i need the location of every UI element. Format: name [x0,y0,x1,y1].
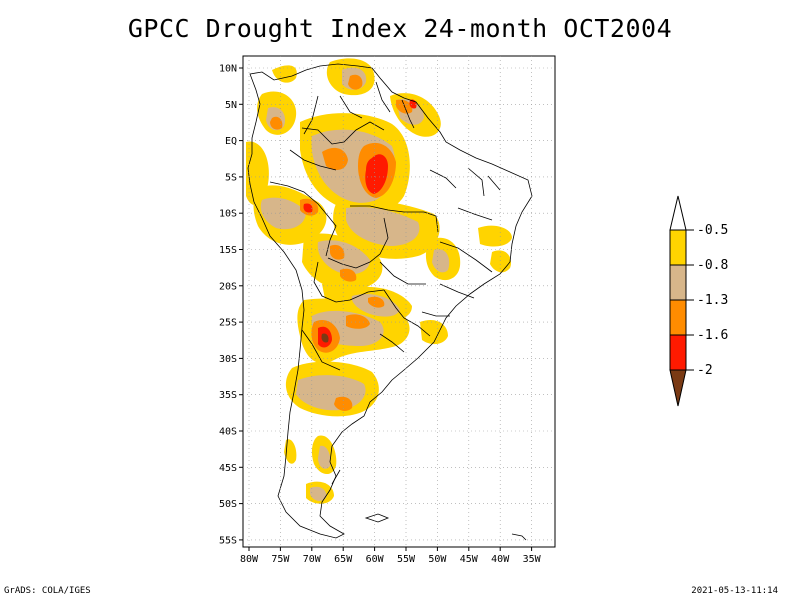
lon-label: 75W [271,554,290,565]
lon-label: 35W [523,554,542,565]
lon-label: 55W [397,554,416,565]
lat-label: 20S [219,281,237,292]
lat-label: 25S [219,318,237,329]
lat-label: 35S [219,390,237,401]
chart-title: GPCC Drought Index 24-month OCT2004 [127,14,673,43]
lon-label: 40W [491,554,510,565]
lat-label: 5S [225,172,237,183]
drought-exceptional-patches [321,333,329,343]
latitude-axis: 10N 5N EQ 5S 10S 15S 20S 25S 30S 35S 40S 45S 50S 55S [219,64,243,546]
colorbar-label-5: -2 [697,363,713,378]
colorbar-segment-mild [669,229,687,266]
map-content [246,58,533,541]
lat-label: 40S [219,427,237,438]
country-borders [247,63,533,541]
lat-label: 10S [219,209,237,220]
colorbar-top-triangle [669,195,687,231]
colorbar-segment-extreme [669,334,687,371]
colorbar-segment-moderate [669,264,687,301]
longitude-axis: 80W 75W 70W 65W 60W 55W 50W 45W 40W 35W [240,547,542,565]
colorbar-label-1: -0.5 [697,223,728,238]
colorbar-bottom-triangle [669,369,687,407]
footer-credit: GrADS: COLA/IGES [4,586,91,596]
colorbar-label-2: -0.8 [697,258,728,273]
lon-label: 50W [428,554,447,565]
lat-label: 15S [219,245,237,256]
lat-label: 10N [219,64,237,75]
footer-timestamp: 2021-05-13-11:14 [691,586,778,596]
lon-label: 65W [334,554,353,565]
lat-label: 50S [219,499,237,510]
colorbar-label-3: -1.3 [697,293,728,308]
lat-label: 5N [225,100,237,111]
lat-label: 55S [219,535,237,546]
lat-label: 45S [219,463,237,474]
lon-label: 60W [366,554,385,565]
drought-extreme-patches [303,99,417,348]
colorbar: -0.5 -0.8 -1.3 -1.6 -2 [669,195,728,407]
graticule [243,56,555,547]
lat-label: EQ [225,136,237,147]
colorbar-segment-severe [669,299,687,336]
lon-label: 80W [240,554,259,565]
lat-label: 30S [219,354,237,365]
lon-label: 45W [460,554,479,565]
colorbar-label-4: -1.6 [697,328,728,343]
lon-label: 70W [303,554,322,565]
